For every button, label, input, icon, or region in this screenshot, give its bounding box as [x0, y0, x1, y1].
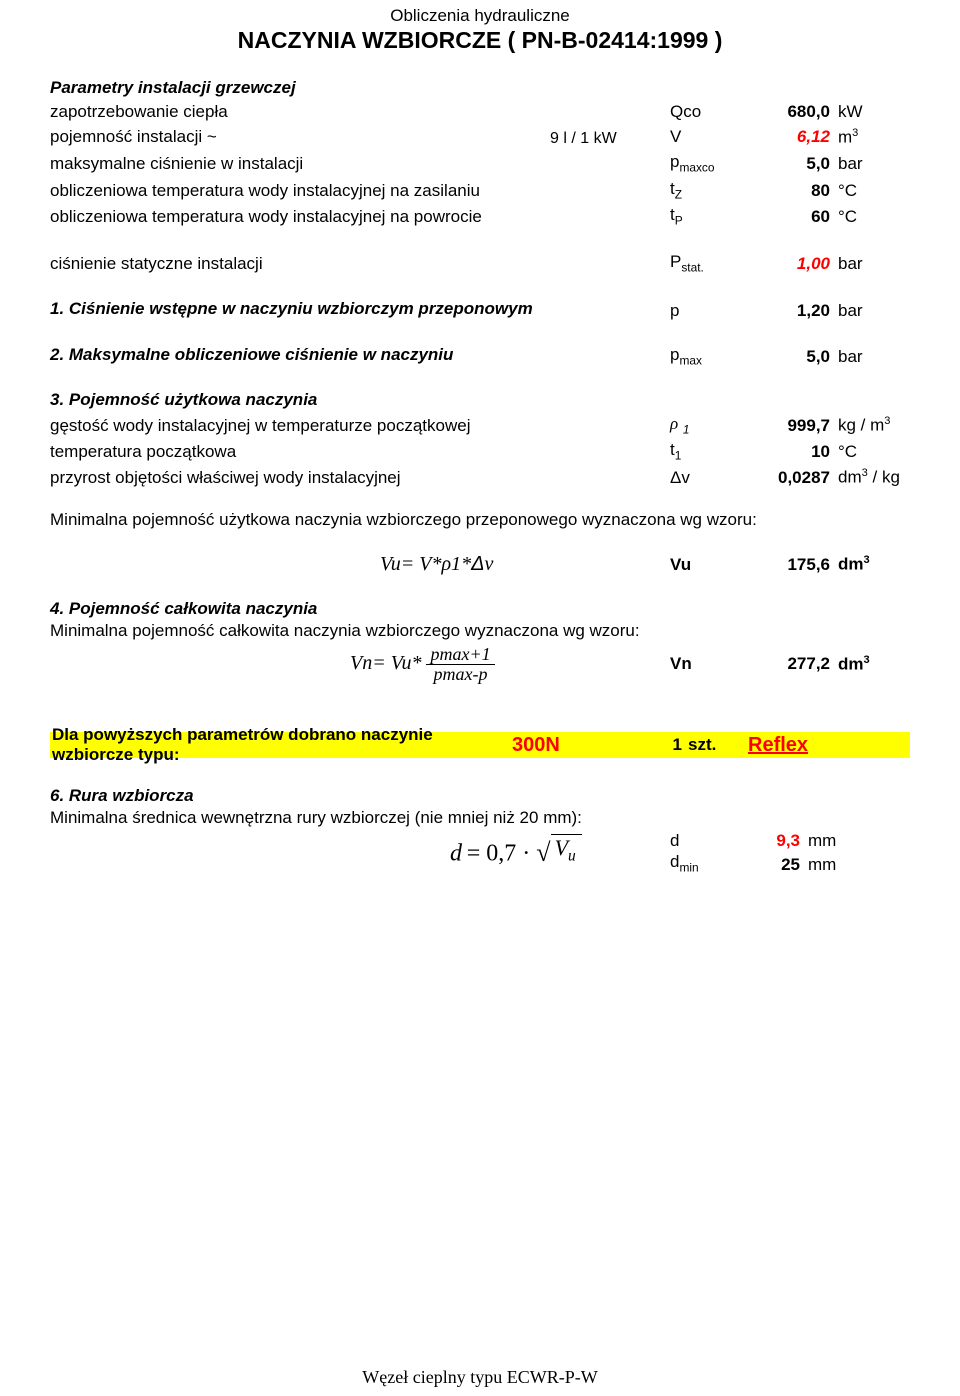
unit: kW	[838, 100, 910, 125]
row-vu-formula: Vu= V*ρ1*Δv Vu 175,6 dm3	[50, 550, 910, 579]
hl-brand: Reflex	[748, 734, 910, 757]
value: 999,7	[750, 414, 838, 439]
symbol: Pstat.	[670, 250, 750, 277]
unit: dm3 / kg	[838, 465, 910, 490]
section-1: 1. Ciśnienie wstępne w naczyniu wzbiorcz…	[50, 297, 910, 324]
label: temperatura początkowa	[50, 440, 670, 465]
formula-d-lhs: d	[450, 841, 462, 867]
unit: dm3	[838, 552, 910, 577]
sec4-sentence: Minimalna pojemność całkowita naczynia w…	[50, 621, 910, 641]
formula-vn: Vn= Vu* pmax+1 pmax-p	[350, 645, 580, 684]
heading: 1. Ciśnienie wstępne w naczyniu wzbiorcz…	[50, 297, 670, 322]
row-d-formula: d = 0,7 · √ Vu d 9,3 mm dmin 25 mm	[50, 830, 910, 876]
hl-label: Dla powyższych parametrów dobrano naczyn…	[50, 725, 512, 765]
value: 5,0	[750, 152, 838, 177]
row-tp: obliczeniowa temperatura wody instalacyj…	[50, 203, 910, 230]
row-rho: gęstość wody instalacyjnej w temperaturz…	[50, 412, 910, 439]
label: gęstość wody instalacyjnej w temperaturz…	[50, 414, 670, 439]
value: 5,0	[750, 345, 838, 370]
value: 175,6	[750, 553, 838, 578]
frac-den: pmax-p	[426, 664, 494, 684]
value: 680,0	[750, 100, 838, 125]
unit: dm3	[838, 652, 910, 677]
label: obliczeniowa temperatura wody instalacyj…	[50, 179, 550, 204]
unit-dmin: mm	[808, 854, 910, 875]
unit-d: mm	[808, 830, 910, 851]
symbol: pmaxco	[670, 150, 750, 177]
symbol: Vu	[670, 553, 750, 578]
symbol: Qco	[670, 100, 750, 125]
unit: bar	[838, 345, 910, 370]
unit: °C	[838, 205, 910, 230]
row-pstat: ciśnienie statyczne instalacji Pstat. 1,…	[50, 250, 910, 277]
label: obliczeniowa temperatura wody instalacyj…	[50, 205, 550, 230]
symbol: Vn	[670, 652, 750, 677]
value: 1,00	[750, 252, 838, 277]
row-v: pojemność instalacji ~ 9 l / 1 kW V 6,12…	[50, 125, 910, 150]
section-2: 2. Maksymalne obliczeniowe ciśnienie w n…	[50, 343, 910, 370]
row-qco: zapotrzebowanie ciepła Qco 680,0 kW	[50, 100, 910, 125]
symbol: p	[670, 299, 750, 324]
footer: Węzeł cieplny typu ECWR-P-W	[0, 1367, 960, 1388]
unit: °C	[838, 179, 910, 204]
unit: m3	[838, 125, 910, 150]
value: 60	[750, 205, 838, 230]
section-heading-6: 6. Rura wzbiorcza	[50, 786, 910, 806]
unit: bar	[838, 299, 910, 324]
value: 1,20	[750, 299, 838, 324]
pretitle: Obliczenia hydrauliczne	[50, 6, 910, 26]
value: 80	[750, 179, 838, 204]
mid: 9 l / 1 kW	[550, 127, 670, 150]
value: 277,2	[750, 652, 838, 677]
symbol-d: d	[670, 830, 730, 851]
label: maksymalne ciśnienie w instalacji	[50, 152, 550, 177]
row-t1: temperatura początkowa t1 10 °C	[50, 438, 910, 465]
label: przyrost objętości właściwej wody instal…	[50, 466, 670, 491]
row-vn-formula: Vn= Vu* pmax+1 pmax-p Vn 277,2 dm3	[50, 645, 910, 684]
symbol-dmin: dmin	[670, 851, 730, 875]
page-root: Obliczenia hydrauliczne NACZYNIA WZBIORC…	[0, 0, 960, 1396]
label: zapotrzebowanie ciepła	[50, 100, 550, 125]
unit: bar	[838, 252, 910, 277]
value: 0,0287	[750, 466, 838, 491]
sec3-sentence: Minimalna pojemność użytkowa naczynia wz…	[50, 510, 910, 530]
section-heading-params: Parametry instalacji grzewczej	[50, 78, 910, 98]
highlight-row: Dla powyższych parametrów dobrano naczyn…	[50, 732, 910, 758]
value: 6,12	[750, 125, 838, 150]
symbol: t1	[670, 438, 750, 465]
symbol: V	[670, 125, 750, 150]
page-title: NACZYNIA WZBIORCZE ( PN-B-02414:1999 )	[50, 27, 910, 54]
heading: 2. Maksymalne obliczeniowe ciśnienie w n…	[50, 343, 670, 368]
formula-d: d = 0,7 · √ Vu	[450, 834, 650, 871]
unit: kg / m3	[838, 413, 910, 438]
section-heading-4: 4. Pojemność całkowita naczynia	[50, 599, 910, 619]
hl-qty: 1	[622, 735, 688, 755]
hl-type: 300N	[512, 734, 622, 757]
value-dmin: 25	[730, 854, 808, 875]
label: pojemność instalacji ~	[50, 125, 550, 150]
symbol: ρ 1	[670, 412, 750, 439]
label: ciśnienie statyczne instalacji	[50, 252, 550, 277]
value: 10	[750, 440, 838, 465]
row-tz: obliczeniowa temperatura wody instalacyj…	[50, 177, 910, 204]
symbol: tP	[670, 203, 750, 230]
hl-qty-unit: szt.	[688, 735, 748, 755]
unit: bar	[838, 152, 910, 177]
section-heading-3: 3. Pojemność użytkowa naczynia	[50, 390, 910, 410]
row-dv: przyrost objętości właściwej wody instal…	[50, 465, 910, 490]
symbol: tZ	[670, 177, 750, 204]
row-pmaxco: maksymalne ciśnienie w instalacji pmaxco…	[50, 150, 910, 177]
symbol: Δv	[670, 466, 750, 491]
value-d: 9,3	[730, 830, 808, 851]
formula-vu: Vu= V*ρ1*Δv	[380, 550, 580, 579]
unit: °C	[838, 440, 910, 465]
frac-num: pmax+1	[426, 645, 494, 664]
sec6-sentence: Minimalna średnica wewnętrzna rury wzbio…	[50, 808, 910, 828]
symbol: pmax	[670, 343, 750, 370]
